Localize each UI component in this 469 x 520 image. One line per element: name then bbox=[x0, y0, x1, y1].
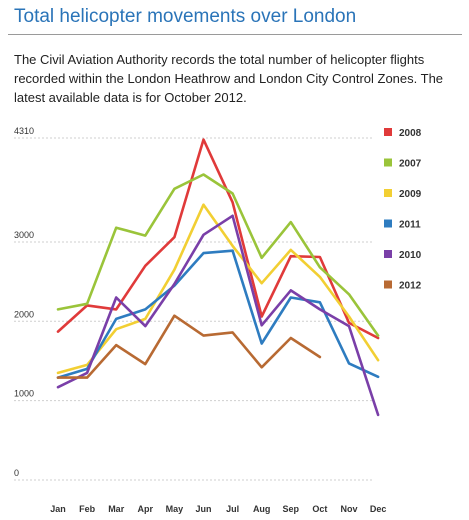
x-tick-label: Oct bbox=[312, 504, 327, 514]
legend-swatch bbox=[384, 189, 392, 197]
y-tick-label: 1000 bbox=[14, 389, 34, 399]
legend-label: 2011 bbox=[399, 220, 421, 231]
legend-swatch bbox=[384, 128, 392, 136]
legend-label: 2007 bbox=[399, 159, 422, 170]
x-tick-label: Apr bbox=[138, 504, 154, 514]
x-tick-label: Nov bbox=[340, 504, 357, 514]
x-tick-label: Mar bbox=[108, 504, 125, 514]
y-tick-label: 3000 bbox=[14, 230, 34, 240]
x-tick-label: Feb bbox=[79, 504, 96, 514]
chart-description: The Civil Aviation Authority records the… bbox=[14, 52, 444, 105]
legend-label: 2009 bbox=[399, 189, 422, 200]
series-line-2010 bbox=[56, 214, 380, 417]
page-title: Total helicopter movements over London bbox=[14, 6, 357, 27]
legend-label: 2008 bbox=[399, 128, 422, 139]
x-tick-label: Sep bbox=[283, 504, 300, 514]
x-tick-label: Jan bbox=[50, 504, 66, 514]
series-line-2007 bbox=[56, 173, 380, 337]
x-tick-label: May bbox=[166, 504, 184, 514]
x-tick-label: Aug bbox=[253, 504, 271, 514]
title-divider bbox=[8, 34, 462, 35]
x-tick-label: Dec bbox=[370, 504, 387, 514]
x-tick-label: Jun bbox=[195, 504, 211, 514]
legend-label: 2012 bbox=[399, 281, 422, 292]
series-line-2009 bbox=[56, 203, 380, 375]
legend-swatch bbox=[384, 280, 392, 289]
series-line-2008 bbox=[56, 138, 380, 340]
legend-swatch bbox=[384, 219, 392, 228]
legend-swatch bbox=[384, 250, 392, 258]
legend-swatch bbox=[384, 158, 392, 167]
legend-label: 2010 bbox=[399, 250, 422, 261]
y-tick-label: 4310 bbox=[14, 126, 34, 136]
y-tick-label: 0 bbox=[14, 468, 19, 478]
series-line-2012 bbox=[56, 314, 322, 379]
y-tick-label: 2000 bbox=[14, 309, 34, 319]
x-tick-label: Jul bbox=[226, 504, 239, 514]
